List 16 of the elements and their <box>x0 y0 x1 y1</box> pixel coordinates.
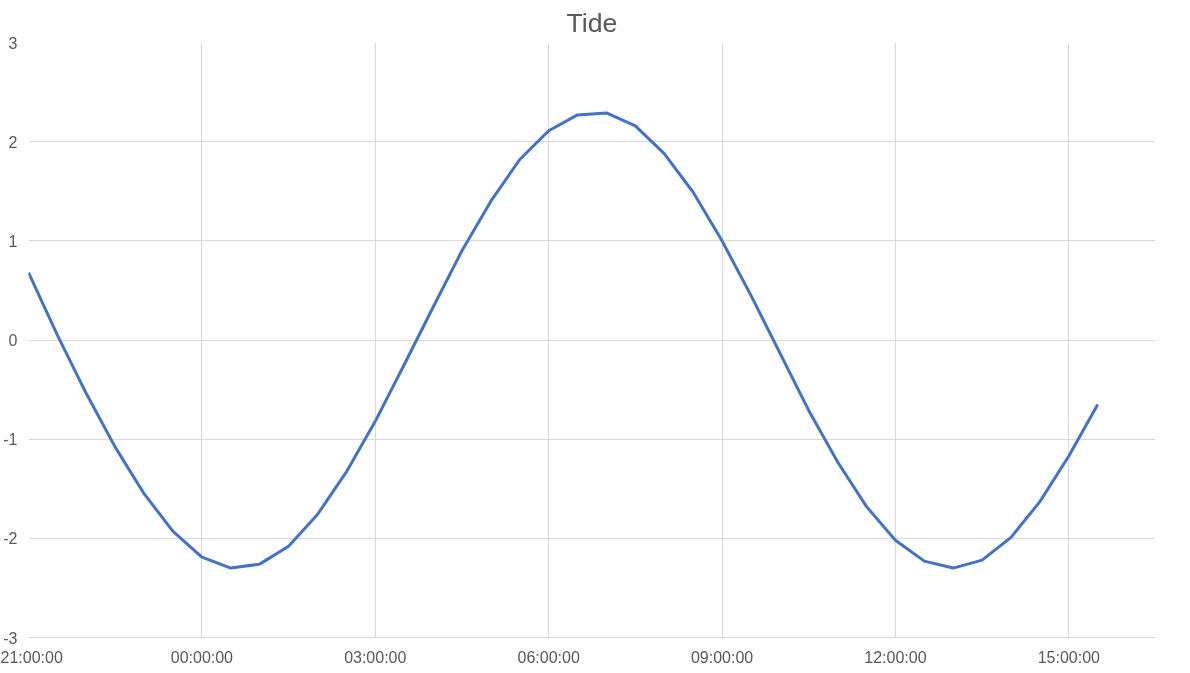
x-tick-label: 21:00:00 <box>0 648 63 666</box>
chart-title: Tide <box>566 7 618 38</box>
y-tick-label: -3 <box>3 629 18 647</box>
x-tick-label: 12:00:00 <box>864 648 927 666</box>
y-tick-label: -1 <box>3 431 18 449</box>
y-tick-label: 0 <box>8 332 18 349</box>
x-tick-label: 06:00:00 <box>517 648 580 666</box>
x-tick-label: 00:00:00 <box>170 648 234 666</box>
x-tick-label: 15:00:00 <box>1037 648 1101 666</box>
y-tick-label: 2 <box>8 133 18 151</box>
y-tick-label: 3 <box>8 34 18 52</box>
x-tick-label: 03:00:00 <box>344 648 407 666</box>
x-tick-label: 09:00:00 <box>690 648 754 666</box>
y-tick-label: 1 <box>8 232 18 250</box>
y-tick-label: -2 <box>3 530 18 548</box>
line-series <box>28 111 1100 570</box>
